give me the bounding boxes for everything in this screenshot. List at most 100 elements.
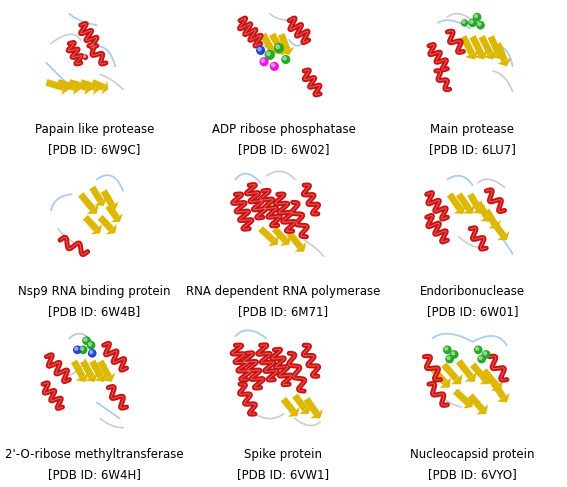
Polygon shape (451, 375, 463, 384)
Circle shape (88, 349, 96, 357)
Polygon shape (274, 46, 287, 55)
Circle shape (83, 56, 86, 57)
Polygon shape (430, 366, 448, 385)
Polygon shape (57, 79, 76, 91)
Circle shape (475, 15, 477, 18)
Polygon shape (456, 192, 472, 211)
Circle shape (447, 356, 450, 359)
Polygon shape (61, 80, 69, 95)
Polygon shape (480, 375, 491, 384)
Polygon shape (260, 33, 274, 52)
Circle shape (261, 59, 264, 62)
Polygon shape (483, 208, 498, 226)
Circle shape (265, 50, 275, 60)
Circle shape (445, 355, 454, 363)
Polygon shape (303, 397, 319, 415)
Polygon shape (102, 373, 116, 382)
Polygon shape (268, 235, 278, 246)
Circle shape (272, 64, 275, 67)
Circle shape (473, 13, 481, 21)
Text: 2'-O-ribose methyltransferase: 2'-O-ribose methyltransferase (5, 448, 184, 461)
Polygon shape (481, 368, 500, 388)
Text: ADP ribose phosphatase: ADP ribose phosphatase (211, 123, 356, 136)
Polygon shape (475, 51, 488, 59)
Polygon shape (439, 378, 451, 388)
Polygon shape (76, 373, 89, 382)
Text: Papain like protease: Papain like protease (35, 123, 154, 136)
Circle shape (274, 43, 284, 53)
Polygon shape (453, 389, 471, 406)
Polygon shape (94, 373, 107, 382)
Polygon shape (83, 215, 99, 232)
Circle shape (281, 55, 290, 64)
Polygon shape (494, 42, 507, 62)
Circle shape (478, 22, 481, 26)
Polygon shape (258, 226, 276, 243)
Polygon shape (488, 35, 502, 55)
Polygon shape (91, 79, 105, 91)
Circle shape (75, 347, 78, 350)
Polygon shape (468, 393, 485, 412)
Polygon shape (491, 381, 502, 391)
Circle shape (266, 52, 270, 56)
Circle shape (270, 62, 279, 71)
Polygon shape (89, 359, 104, 378)
Polygon shape (105, 202, 119, 210)
Polygon shape (294, 242, 306, 252)
Polygon shape (94, 197, 107, 206)
Text: [PDB ID: 6W01]: [PDB ID: 6W01] (427, 305, 518, 318)
Circle shape (82, 337, 91, 345)
Circle shape (445, 347, 448, 350)
Polygon shape (460, 35, 475, 56)
Polygon shape (286, 231, 303, 249)
Circle shape (474, 345, 483, 354)
Polygon shape (73, 80, 81, 95)
Polygon shape (265, 46, 278, 55)
Polygon shape (292, 393, 308, 412)
Text: Nsp9 RNA binding protein: Nsp9 RNA binding protein (18, 285, 171, 299)
Polygon shape (476, 404, 488, 414)
Polygon shape (80, 359, 95, 378)
Polygon shape (441, 362, 459, 382)
Circle shape (88, 343, 91, 346)
Circle shape (461, 19, 468, 27)
Text: Nucleocapsid protein: Nucleocapsid protein (411, 448, 535, 461)
Circle shape (470, 20, 473, 23)
Circle shape (258, 48, 261, 51)
Circle shape (73, 345, 82, 354)
Circle shape (443, 345, 452, 354)
Text: RNA dependent RNA polymerase: RNA dependent RNA polymerase (187, 285, 380, 299)
Circle shape (476, 347, 479, 350)
Circle shape (468, 19, 477, 27)
Polygon shape (288, 407, 300, 417)
Circle shape (451, 352, 455, 355)
Circle shape (484, 352, 486, 355)
Circle shape (256, 46, 265, 55)
Polygon shape (480, 213, 493, 222)
Circle shape (479, 356, 482, 359)
Polygon shape (105, 204, 120, 220)
Polygon shape (269, 33, 284, 52)
Circle shape (476, 21, 485, 30)
Polygon shape (467, 193, 482, 211)
Text: Main protease: Main protease (430, 123, 514, 136)
Text: [PDB ID: 6VYO]: [PDB ID: 6VYO] (428, 468, 517, 481)
Circle shape (450, 350, 459, 359)
Polygon shape (497, 231, 509, 240)
Polygon shape (463, 205, 475, 214)
Polygon shape (484, 51, 497, 59)
Circle shape (79, 345, 87, 354)
Circle shape (87, 341, 95, 350)
Polygon shape (488, 220, 501, 229)
Circle shape (84, 338, 87, 341)
Polygon shape (475, 201, 490, 219)
Circle shape (462, 20, 465, 23)
Text: [PDB ID: 6W4H]: [PDB ID: 6W4H] (48, 468, 141, 481)
Text: [PDB ID: 6VW1]: [PDB ID: 6VW1] (238, 468, 329, 481)
Text: [PDB ID: 6W4B]: [PDB ID: 6W4B] (48, 305, 141, 318)
Polygon shape (490, 220, 506, 238)
Polygon shape (456, 359, 473, 379)
Polygon shape (111, 213, 123, 222)
Polygon shape (492, 51, 505, 59)
Text: [PDB ID: 6W9C]: [PDB ID: 6W9C] (48, 143, 141, 156)
